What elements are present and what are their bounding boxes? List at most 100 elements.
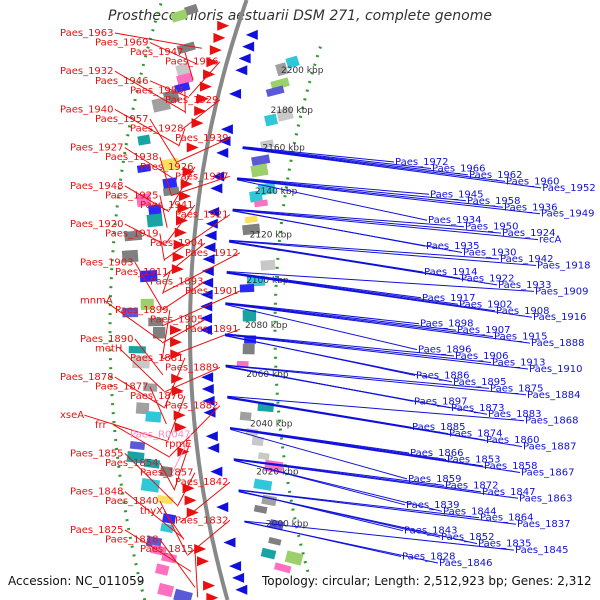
forward-gene-label: Paes_1937: [175, 171, 229, 182]
forward-gene-label: Paes_1927: [70, 143, 124, 154]
forward-gene-arrow: [194, 105, 207, 116]
forward-gene-arrow: [194, 544, 207, 555]
reverse-gene-arrow: [235, 65, 248, 76]
reverse-gene-arrow: [210, 466, 223, 477]
gene-category-block: [276, 106, 294, 122]
label-leader-line: [238, 489, 517, 525]
reverse-gene-arrow: [201, 372, 214, 383]
reverse-gene-arrow: [223, 537, 236, 548]
forward-gene-label: Paes_1877: [95, 382, 149, 393]
forward-gene-arrow: [191, 118, 204, 129]
reverse-gene-label: Paes_1887: [523, 442, 577, 453]
kbp-tick-label: 2140 kbp: [255, 187, 298, 197]
gene-category-block: [242, 343, 255, 355]
gene-category-block: [251, 154, 271, 167]
label-leader-line: [161, 280, 206, 311]
label-leader-line: [226, 271, 422, 299]
reverse-gene-label: Paes_1860: [486, 435, 540, 446]
label-leader-line: [163, 242, 206, 278]
label-leader-line: [159, 462, 176, 491]
gene-category-block: [258, 452, 270, 461]
forward-gene-label: Paes_1957: [95, 114, 149, 125]
forward-gene-arrow: [213, 32, 226, 43]
label-leader-line: [229, 240, 537, 266]
label-leader-line: [225, 302, 457, 331]
kbp-tick-label: 2060 kbp: [246, 370, 289, 380]
label-leader-line: [159, 233, 165, 261]
reverse-gene-label: Paes_1895: [453, 377, 507, 388]
reverse-gene-arrow: [203, 242, 216, 253]
label-leader-line: [170, 175, 231, 197]
reverse-gene-labels: Paes_1972Paes_1966Paes_1962Paes_1960Paes…: [224, 146, 596, 569]
label-leader-line: [233, 460, 443, 512]
label-leader-line: [114, 70, 186, 113]
reverse-gene-arrow: [200, 313, 213, 324]
label-leader-line: [163, 366, 221, 393]
kbp-tick-label: 2000 kbp: [266, 519, 309, 529]
reverse-gene-arrow: [200, 325, 212, 335]
forward-gene-label: Paes_1878: [60, 372, 114, 383]
forward-gene-arrow: [175, 215, 188, 226]
reverse-gene-label: Paes_1866: [410, 448, 464, 459]
forward-gene-arrow: [184, 495, 197, 506]
reverse-gene-label: Paes_1859: [408, 474, 462, 485]
label-leader-line: [225, 303, 494, 338]
reverse-gene-arrow: [245, 29, 258, 40]
reverse-gene-label: Paes_1896: [418, 345, 472, 356]
reverse-gene-arrow: [232, 572, 245, 583]
forward-gene-arrow: [206, 57, 219, 68]
gene-category-block: [270, 77, 290, 91]
reverse-gene-label: Paes_1945: [430, 189, 484, 200]
label-leader-line: [237, 177, 467, 202]
reverse-gene-label: Paes_1883: [488, 409, 542, 420]
gene-category-block: [261, 494, 277, 507]
forward-gene-label: Paes_1939: [175, 133, 229, 144]
reverse-gene-label: Paes_1843: [404, 526, 458, 537]
label-leader-line: [159, 500, 188, 555]
reverse-gene-label: Paes_1909: [535, 286, 589, 297]
reverse-gene-arrow: [205, 431, 218, 442]
forward-gene-label: Paes_1857: [140, 468, 194, 479]
forward-strand-genes: [170, 20, 230, 600]
forward-gene-label: metH: [95, 343, 122, 354]
reverse-gene-arrow: [216, 502, 229, 513]
label-leader-line: [226, 271, 459, 305]
label-leader-line: [229, 427, 447, 460]
forward-gene-label: Paes_1901: [185, 286, 239, 297]
map-title: Prosthecochloris aestuarii DSM 271, comp…: [108, 8, 492, 24]
label-leader-line: [226, 272, 533, 318]
label-leader-line: [168, 166, 196, 211]
reverse-gene-label: Paes_1837: [517, 519, 571, 530]
reverse-gene-label: Paes_1933: [498, 280, 552, 291]
reverse-gene-label: Paes_1915: [494, 332, 548, 343]
reverse-gene-label: Paes_1902: [459, 299, 513, 310]
label-leader-line: [225, 303, 531, 344]
reverse-gene-label: Paes_1844: [443, 506, 497, 517]
forward-gene-label: Paes_1815: [140, 544, 194, 555]
forward-gene-label: Paes_1891: [185, 324, 239, 335]
forward-gene-label: Paes_1940: [60, 104, 114, 115]
forward-gene-arrow: [196, 556, 209, 567]
reverse-gene-label: Paes_1863: [519, 493, 573, 504]
gene-category-block: [251, 436, 264, 447]
label-leader-line: [236, 179, 428, 221]
reverse-gene-arrow: [220, 124, 233, 135]
gene-category-block: [137, 134, 151, 146]
forward-gene-label: Paes_1889: [165, 362, 219, 373]
label-leader-line: [161, 290, 241, 327]
gene-category-block: [145, 411, 162, 423]
label-leader-line: [162, 271, 171, 295]
reverse-gene-label: Paes_1888: [531, 338, 585, 349]
label-leader-line: [226, 272, 496, 312]
forward-gene-label: mnmA: [80, 296, 113, 307]
gene-category-block: [284, 550, 304, 566]
gene-category-block: [140, 298, 154, 311]
label-leader-line: [224, 335, 453, 383]
reverse-gene-label: Paes_1898: [420, 319, 474, 330]
inner-dotted-ring: [273, 46, 322, 574]
label-leader-line: [104, 300, 163, 343]
reverse-gene-label: Paes_1952: [542, 183, 596, 194]
reverse-gene-label: Paes_1930: [463, 248, 517, 259]
kbp-tick-label: 2020 kbp: [256, 468, 299, 478]
